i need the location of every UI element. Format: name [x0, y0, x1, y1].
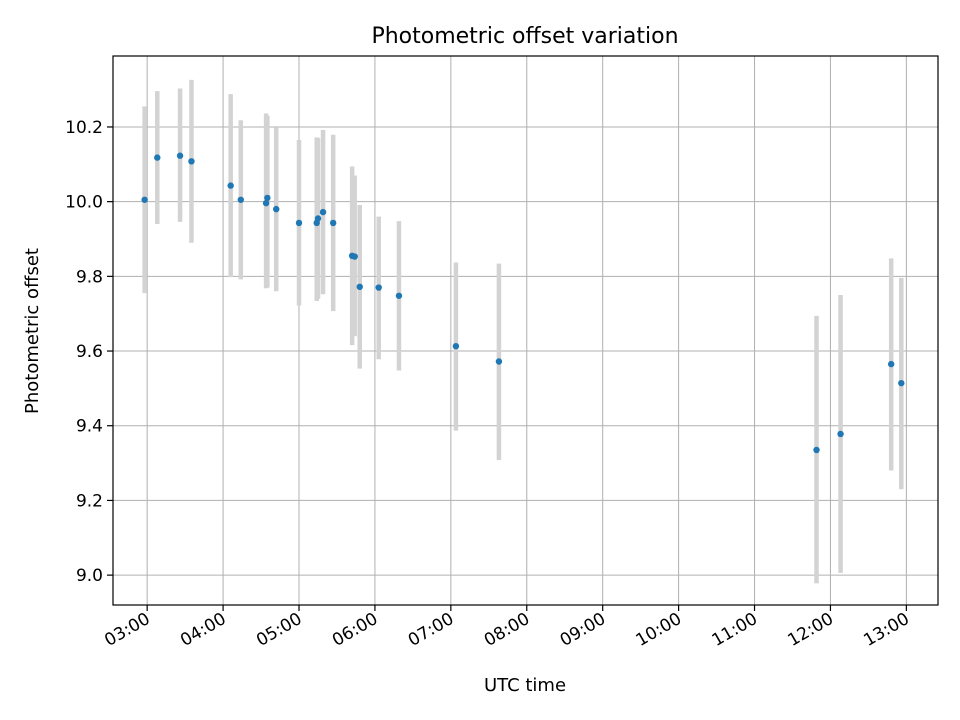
y-tick-label: 10.2 [65, 118, 103, 138]
data-point [227, 182, 234, 189]
data-point [375, 284, 382, 291]
chart-title: Photometric offset variation [371, 24, 678, 49]
x-axis-label: UTC time [484, 675, 566, 696]
y-tick-label: 9.0 [76, 566, 103, 586]
data-point [154, 154, 161, 161]
data-points [141, 152, 905, 454]
data-point [813, 446, 820, 454]
data-point [495, 358, 503, 365]
data-point [351, 253, 358, 260]
y-tick-label: 9.4 [76, 417, 103, 437]
data-point [898, 379, 905, 387]
data-point [262, 199, 270, 207]
data-point [395, 292, 403, 299]
data-point [237, 196, 244, 203]
y-tick-label: 9.2 [76, 491, 103, 511]
data-point [273, 205, 280, 213]
data-point [314, 215, 322, 222]
data-point [887, 360, 895, 368]
y-tick-label: 10.0 [65, 193, 103, 213]
data-point [319, 208, 327, 216]
data-point [356, 283, 363, 291]
y-axis-label: Photometric offset [22, 248, 43, 414]
data-point [264, 194, 271, 202]
data-point [188, 158, 195, 165]
data-point [141, 196, 148, 203]
data-point [452, 342, 460, 350]
data-point [295, 219, 303, 227]
data-point [837, 430, 844, 438]
y-tick-label: 9.6 [76, 342, 103, 362]
data-point [176, 152, 184, 159]
plot-area-frame [112, 55, 939, 606]
y-tick-label: 9.8 [76, 267, 103, 287]
data-point [329, 219, 337, 227]
